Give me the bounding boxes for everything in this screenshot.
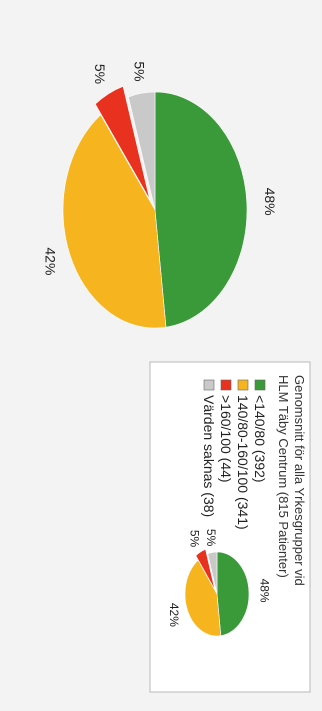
legend-label-160-100-44: >160/100 (44) <box>218 395 234 483</box>
main-pie <box>62 85 248 329</box>
main-percent-label-140-80-392: 48% <box>262 188 278 216</box>
legend-items: <140/80 (392)140/80-160/100 (341)>160/10… <box>201 379 268 530</box>
legend-label-v-rden-saknas-38: Värden saknas (38) <box>201 395 217 517</box>
legend: Genomsnitt för alla Yrkesgrupper vid HLM… <box>149 361 311 693</box>
main-slice-160-100-44 <box>94 85 150 200</box>
legend-rotated-content: Genomsnitt för alla Yrkesgrupper vid HLM… <box>201 375 307 586</box>
main-percent-label-v-rden-saknas-38: 5% <box>132 61 148 81</box>
main-pie-labels: 48% 42% 5% 5% <box>42 61 278 275</box>
main-percent-label-160-100-44: 5% <box>92 64 108 84</box>
main-slice-140-80-160-100-341 <box>62 114 167 329</box>
legend-label-140-80-160-100-341: 140/80-160/100 (341) <box>235 395 251 530</box>
main-percent-label-140-80-160-100-341: 42% <box>42 247 58 275</box>
thumbnail-pie <box>184 548 250 637</box>
thumb-percent-label-160-100-44: 5% <box>188 530 202 548</box>
legend-label-140-80-392: <140/80 (392) <box>252 395 268 483</box>
thumb-percent-label-140-80-392: 48% <box>258 579 272 603</box>
legend-swatch-140-80-160-100-341 <box>237 379 249 391</box>
legend-title-line2: HLM Täby Centrum (815 Patienter) <box>276 375 291 578</box>
legend-swatch-140-80-392 <box>254 379 266 391</box>
thumb-slice-v-rden-saknas-38 <box>207 551 218 595</box>
thumbnail-pie-labels: 48% 42% 5% 5% <box>167 529 272 627</box>
thumb-slice-160-100-44 <box>195 548 216 590</box>
thumb-slice-140-80-160-100-341 <box>184 559 222 637</box>
thumb-slice-140-80-392 <box>216 551 250 637</box>
legend-box <box>149 361 311 693</box>
legend-title-line1: Genomsnitt för alla Yrkesgrupper vid <box>292 375 307 586</box>
legend-swatch-v-rden-saknas-38 <box>203 379 215 391</box>
thumb-percent-label-v-rden-saknas-38: 5% <box>204 529 218 547</box>
main-slice-v-rden-saknas-38 <box>128 91 156 211</box>
thumb-percent-label-140-80-160-100-341: 42% <box>167 603 181 627</box>
main-slice-140-80-392 <box>154 91 248 328</box>
legend-swatch-160-100-44 <box>220 379 232 391</box>
